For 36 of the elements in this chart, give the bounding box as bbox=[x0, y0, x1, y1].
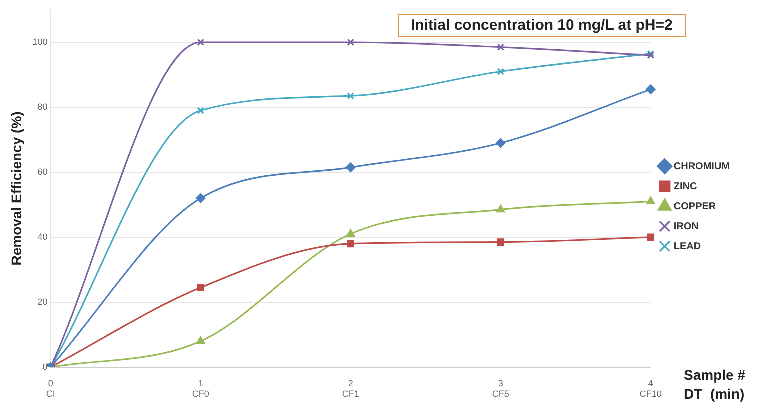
point bbox=[646, 196, 656, 204]
point bbox=[496, 205, 506, 213]
legend-label: LEAD bbox=[674, 241, 702, 252]
x-tick-label: 4 CF10 bbox=[640, 378, 662, 400]
x-tick-label: 0 CI bbox=[46, 378, 56, 400]
x-axis-title: Sample # DT (min) bbox=[684, 366, 746, 404]
point bbox=[647, 234, 655, 242]
text: Initial concentration 10 mg/L at pH=2 bbox=[398, 14, 686, 37]
x-tick-label: 1 CF0 bbox=[192, 378, 210, 400]
point bbox=[197, 107, 204, 114]
x-tick-label: 2 CF1 bbox=[342, 378, 360, 400]
point bbox=[497, 68, 505, 76]
point bbox=[196, 336, 206, 344]
y-tick-label: 100 bbox=[32, 36, 48, 47]
point bbox=[197, 284, 204, 292]
point bbox=[197, 38, 204, 46]
point bbox=[346, 229, 356, 237]
point bbox=[497, 238, 505, 246]
point bbox=[346, 162, 356, 172]
point bbox=[196, 194, 206, 204]
y-tick-label: 40 bbox=[38, 232, 48, 242]
point bbox=[347, 240, 354, 248]
y-tick-label: 60 bbox=[38, 166, 48, 177]
x-tick-label: 3 CF5 bbox=[492, 378, 510, 400]
y-tick-label: 80 bbox=[38, 102, 48, 112]
point bbox=[347, 38, 354, 46]
legend-label: CHROMIUM bbox=[674, 161, 730, 172]
point bbox=[497, 44, 505, 51]
legend-label: ZINC bbox=[674, 181, 698, 192]
y-axis-title: Removal Efficiency (%) bbox=[8, 112, 24, 266]
point bbox=[496, 138, 506, 148]
legend-label: COPPER bbox=[674, 201, 717, 212]
point bbox=[347, 92, 354, 100]
legend-label: IRON bbox=[674, 221, 699, 232]
point bbox=[646, 84, 656, 94]
y-tick-label: 20 bbox=[38, 296, 48, 307]
